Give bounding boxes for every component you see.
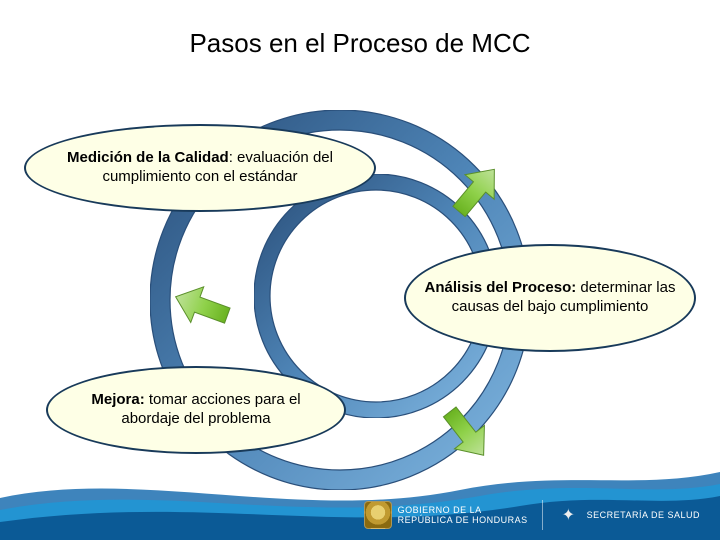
footer-org1-text: GOBIERNO DE LA REPÚBLICA DE HONDURAS <box>398 505 528 525</box>
emblem-icon <box>364 501 392 529</box>
star-icon: ✦ <box>557 503 581 527</box>
bubble-mejora: Mejora: tomar acciones para el abordaje … <box>46 366 346 454</box>
footer-logos: GOBIERNO DE LA REPÚBLICA DE HONDURAS ✦ S… <box>364 500 700 530</box>
bubble-analisis: Análisis del Proceso: determinar las cau… <box>404 244 696 352</box>
footer-org2: ✦ SECRETARÍA DE SALUD <box>557 503 700 527</box>
bubble-medicion: Medición de la Calidad: evaluación del c… <box>24 124 376 212</box>
footer-divider <box>542 500 543 530</box>
bubble-medicion-text: Medición de la Calidad: evaluación del c… <box>40 149 360 187</box>
bubble-mejora-text: Mejora: tomar acciones para el abordaje … <box>62 391 330 429</box>
footer-org2-text: SECRETARÍA DE SALUD <box>587 510 700 520</box>
bubble-analisis-text: Análisis del Proceso: determinar las cau… <box>420 279 680 317</box>
footer-org1: GOBIERNO DE LA REPÚBLICA DE HONDURAS <box>364 501 528 529</box>
page-title: Pasos en el Proceso de MCC <box>0 28 720 59</box>
